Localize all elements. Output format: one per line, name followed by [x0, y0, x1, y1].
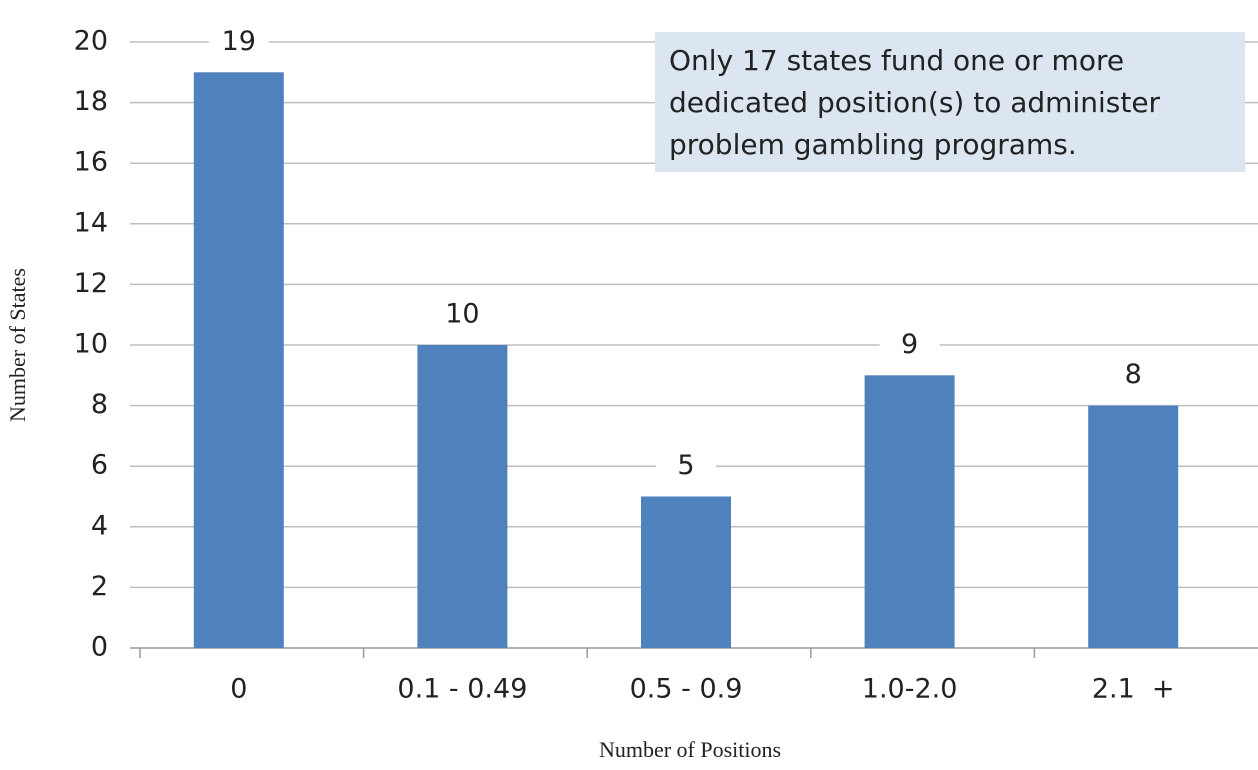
- value-label-bg: [879, 327, 940, 364]
- value-label-bg: [656, 448, 716, 485]
- bar: [417, 345, 508, 648]
- value-label-bg: [208, 24, 269, 61]
- x-tick-label: 0: [230, 674, 247, 705]
- value-label: 10: [445, 299, 479, 330]
- value-label: 5: [677, 450, 694, 481]
- bar: [864, 375, 955, 648]
- value-label: 19: [222, 26, 256, 57]
- y-tick-label: 12: [74, 268, 108, 299]
- y-tick-label: 16: [74, 147, 108, 178]
- y-tick-label: 18: [74, 86, 108, 117]
- y-tick-label: 14: [74, 207, 108, 238]
- y-tick-label: 4: [91, 510, 108, 541]
- x-tick-label: 1.0-2.0: [862, 674, 958, 705]
- y-tick-label: 10: [74, 329, 108, 360]
- y-tick-label: 6: [91, 450, 108, 481]
- value-label-bg: [432, 297, 493, 333]
- value-label-bg: [1103, 357, 1164, 394]
- bar: [193, 72, 284, 649]
- annotation-text: Only 17 states fund one or more: [669, 44, 1124, 77]
- bar: [1088, 405, 1179, 648]
- y-tick-label: 2: [91, 571, 108, 602]
- annotation-text: dedicated position(s) to administer: [669, 86, 1161, 119]
- y-tick-label: 8: [91, 389, 108, 420]
- y-tick-label: 0: [91, 632, 108, 663]
- annotation-box: [655, 32, 1245, 172]
- value-label: 8: [1125, 359, 1142, 390]
- x-tick-label: 0.1 - 0.49: [397, 674, 527, 705]
- value-label: 9: [901, 329, 918, 360]
- bar: [641, 496, 731, 648]
- x-axis-title: Number of Positions: [599, 737, 781, 762]
- annotation-text: problem gambling programs.: [669, 128, 1077, 161]
- x-tick-label: 2.1 +: [1092, 674, 1175, 705]
- y-tick-label: 20: [74, 26, 108, 57]
- y-axis-title: Number of States: [5, 268, 30, 422]
- x-tick-label: 0.5 - 0.9: [630, 674, 743, 705]
